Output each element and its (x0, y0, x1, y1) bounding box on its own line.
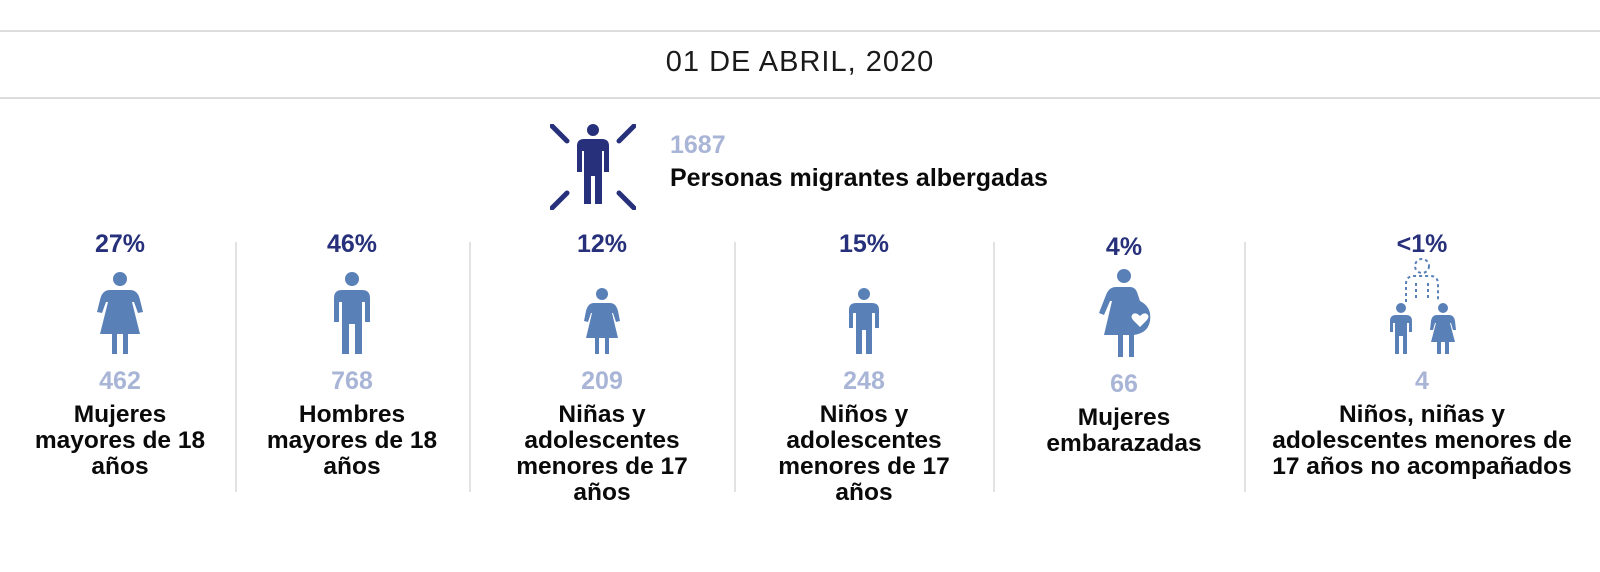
label: Niñas y adolescentes menores de 17 años (516, 401, 688, 506)
count: 4 (1415, 367, 1429, 395)
column-divider (1244, 242, 1246, 492)
percent: 15% (838, 230, 890, 258)
woman-icon (97, 272, 143, 354)
stat-unaccompanied: <1% 4 Niños, niñas y adolescentes menore… (1262, 224, 1582, 480)
count: 209 (581, 367, 623, 395)
total-label: Personas migrantes albergadas (670, 164, 1048, 192)
percent: <1% (1396, 230, 1448, 258)
stat-pregnant: 4% 66 Mujeres embarazadas (1024, 224, 1224, 457)
percent: 4% (1105, 233, 1143, 261)
count: 248 (843, 367, 885, 395)
column-divider (469, 242, 471, 492)
count: 66 (1110, 370, 1138, 398)
percent: 12% (576, 230, 628, 258)
percent: 27% (94, 230, 146, 258)
column-divider (235, 242, 237, 492)
stat-men: 46% 768 Hombres mayores de 18 años (262, 224, 442, 480)
top-divider (0, 30, 1600, 32)
man-icon (334, 272, 370, 354)
label: Mujeres embarazadas (1046, 404, 1202, 457)
person-highlight-icon (549, 123, 637, 215)
unaccompanied-children-icon (1390, 258, 1456, 354)
label: Mujeres mayores de 18 años (34, 401, 206, 480)
pregnant-woman-icon (1099, 269, 1151, 357)
label: Hombres mayores de 18 años (266, 401, 438, 480)
column-divider (993, 242, 995, 492)
label: Niños y adolescentes menores de 17 años (778, 401, 950, 506)
stat-boys: 15% 248 Niños y adolescentes menores de … (760, 224, 968, 506)
count: 462 (99, 367, 141, 395)
count: 768 (331, 367, 373, 395)
stat-girls: 12% 209 Niñas y adolescentes menores de … (498, 224, 706, 506)
date-title: 01 DE ABRIL, 2020 (665, 46, 935, 78)
percent: 46% (326, 230, 378, 258)
stat-women: 27% 462 Mujeres mayores de 18 años (30, 224, 210, 480)
header-divider (0, 97, 1600, 99)
column-divider (734, 242, 736, 492)
label: Niños, niñas y adolescentes menores de 1… (1272, 401, 1572, 480)
total-count: 1687 (670, 131, 726, 159)
boy-icon (849, 288, 879, 354)
girl-icon (584, 288, 620, 354)
